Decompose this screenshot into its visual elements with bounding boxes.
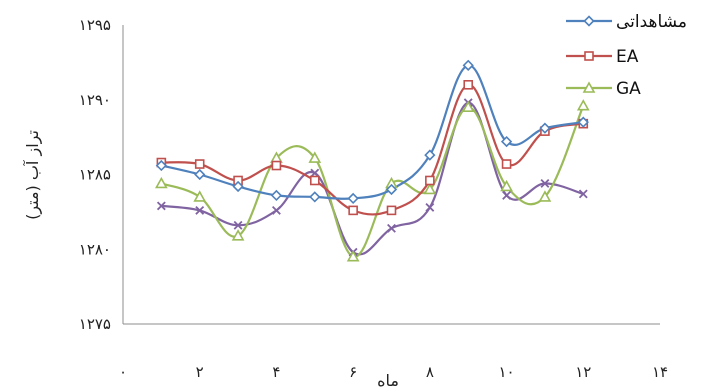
legend-label-3: GA — [616, 79, 641, 99]
data-point-series-4 — [540, 179, 550, 188]
x-tick-label: ۱۲ — [575, 363, 591, 381]
data-point-series-1 — [577, 116, 589, 128]
data-point-series-3 — [538, 190, 552, 202]
data-point-series-3 — [308, 151, 322, 163]
data-point-series-1 — [462, 59, 474, 71]
data-point-series-4 — [425, 202, 435, 212]
data-point-series-4 — [387, 223, 396, 233]
x-tick-label: ۸ — [426, 363, 434, 381]
series-line-2 — [161, 83, 584, 216]
data-point-series-1 — [500, 135, 513, 148]
plot-area — [122, 25, 660, 325]
data-point-series-2 — [501, 159, 512, 169]
data-point-series-3 — [193, 190, 207, 202]
data-point-series-3 — [154, 176, 168, 189]
data-point-series-1 — [309, 191, 321, 203]
x-tick-label: ۲ — [196, 363, 204, 381]
data-point-series-2 — [271, 160, 282, 171]
data-point-series-3 — [423, 182, 437, 195]
data-point-series-1 — [270, 189, 283, 202]
data-point-series-1 — [347, 192, 359, 205]
x-tick-label: ۱۰ — [499, 363, 515, 381]
data-point-series-4 — [310, 168, 320, 178]
data-point-series-1 — [385, 183, 398, 196]
x-tick-label: ۴ — [272, 363, 280, 381]
data-point-series-2 — [194, 159, 205, 169]
series-lines — [161, 64, 585, 258]
data-point-series-3 — [576, 99, 590, 111]
data-point-series-4 — [578, 189, 588, 199]
data-point-series-4 — [195, 205, 205, 215]
data-point-series-4 — [502, 190, 512, 200]
data-point-series-3 — [346, 250, 360, 262]
legend-label-2: EA — [616, 47, 639, 67]
data-point-series-2 — [348, 205, 358, 216]
data-point-series-2 — [309, 175, 320, 186]
y-tick-label: ۱۲۸۵ — [79, 166, 111, 184]
legend-label-1: مشاهداتی — [616, 12, 687, 32]
y-axis-ticks: ۱۲۷۵ ۱۲۸۰ ۱۲۸۵ ۱۲۹۰ ۱۲۹۵ — [79, 16, 111, 333]
y-tick-label: ۱۲۷۵ — [79, 315, 111, 333]
data-point-series-3 — [461, 100, 475, 113]
x-axis-ticks: ۰ ۲ ۴ ۶ ۸ ۱۰ ۱۲ ۱۴ — [119, 363, 668, 381]
data-point-series-3 — [500, 179, 513, 192]
data-point-series-4 — [233, 220, 243, 230]
data-point-series-3 — [231, 229, 245, 241]
x-tick-label: ۶ — [349, 363, 357, 381]
data-point-series-2 — [425, 175, 435, 186]
series-line-1 — [161, 64, 584, 200]
legend-marker-1 — [583, 15, 595, 27]
x-tick-label: ۰ — [119, 363, 127, 381]
data-point-series-1 — [539, 122, 551, 134]
data-point-series-1 — [155, 159, 167, 172]
legend: مشاهداتی EA GA — [566, 12, 687, 99]
y-axis-title: تراز آب (متر) — [23, 130, 43, 220]
x-tick-label: ۱۴ — [652, 363, 668, 381]
x-axis-title: ماه — [377, 371, 399, 390]
data-point-series-1 — [232, 180, 244, 193]
legend-marker-2 — [584, 51, 594, 61]
data-point-series-1 — [194, 168, 206, 181]
data-point-series-2 — [463, 80, 474, 90]
y-tick-label: ۱۲۹۵ — [79, 16, 111, 34]
y-tick-label: ۱۲۹۰ — [79, 91, 111, 109]
series-markers — [154, 59, 590, 262]
data-point-series-4 — [156, 201, 166, 211]
data-point-series-1 — [424, 149, 436, 161]
data-point-series-4 — [271, 205, 281, 215]
data-point-series-2 — [386, 205, 397, 216]
legend-marker-3 — [582, 81, 596, 93]
y-tick-label: ۱۲۸۰ — [79, 240, 111, 258]
